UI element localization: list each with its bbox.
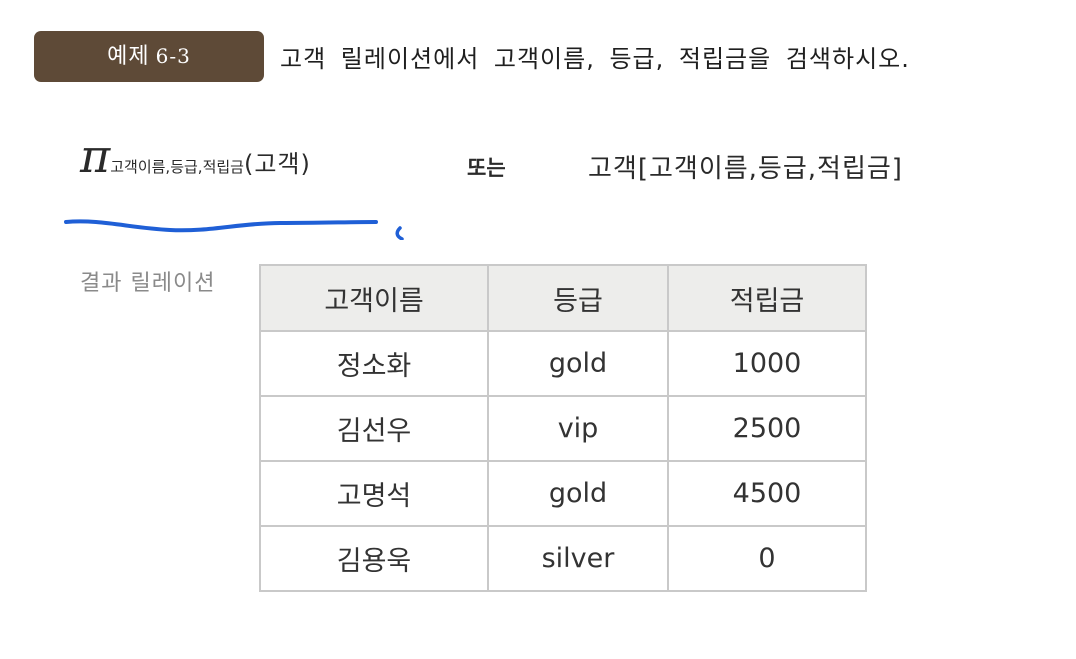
handwritten-underline — [64, 219, 404, 240]
pi-subscript: 고객이름,등급,적립금 — [110, 158, 244, 176]
table-cell: 정소화 — [259, 330, 489, 397]
result-relation-label: 결과 릴레이션 — [80, 271, 216, 296]
table-cell: 0 — [667, 525, 867, 592]
table-row: 김선우 vip 2500 — [259, 395, 867, 462]
table-cell: 김선우 — [259, 395, 489, 462]
column-header: 고객이름 — [259, 264, 489, 332]
or-word: 또는 — [467, 156, 506, 180]
table-row: 고명석 gold 4500 — [259, 460, 867, 527]
result-table: 고객이름 등급 적립금 정소화 gold 1000 김선우 vip 2500 고… — [259, 264, 867, 592]
table-row: 정소화 gold 1000 — [259, 330, 867, 397]
table-cell: 2500 — [667, 395, 867, 462]
table-header-row: 고객이름 등급 적립금 — [259, 264, 867, 332]
example-badge-number: 6-3 — [155, 44, 191, 68]
pi-argument: (고객) — [243, 150, 311, 178]
question-text: 고객 릴레이션에서 고객이름, 등급, 적립금을 검색하시오. — [280, 45, 910, 73]
table-cell: gold — [487, 330, 669, 397]
table-cell: gold — [487, 460, 669, 527]
example-badge: 예제 6-3 — [34, 31, 264, 82]
table-cell: vip — [487, 395, 669, 462]
column-header: 적립금 — [667, 264, 867, 332]
table-cell: 김용욱 — [259, 525, 489, 592]
example-badge-label: 예제 — [107, 44, 150, 69]
table-row: 김용욱 silver 0 — [259, 525, 867, 592]
table-cell: 고명석 — [259, 460, 489, 527]
pi-symbol: π — [80, 129, 111, 183]
table-cell: silver — [487, 525, 669, 592]
table-cell: 4500 — [667, 460, 867, 527]
table-cell: 1000 — [667, 330, 867, 397]
column-header: 등급 — [487, 264, 669, 332]
projection-formula: π고객이름,등급,적립금(고객) — [80, 133, 311, 179]
alternative-formula: 고객[고객이름,등급,적립금] — [588, 154, 903, 184]
